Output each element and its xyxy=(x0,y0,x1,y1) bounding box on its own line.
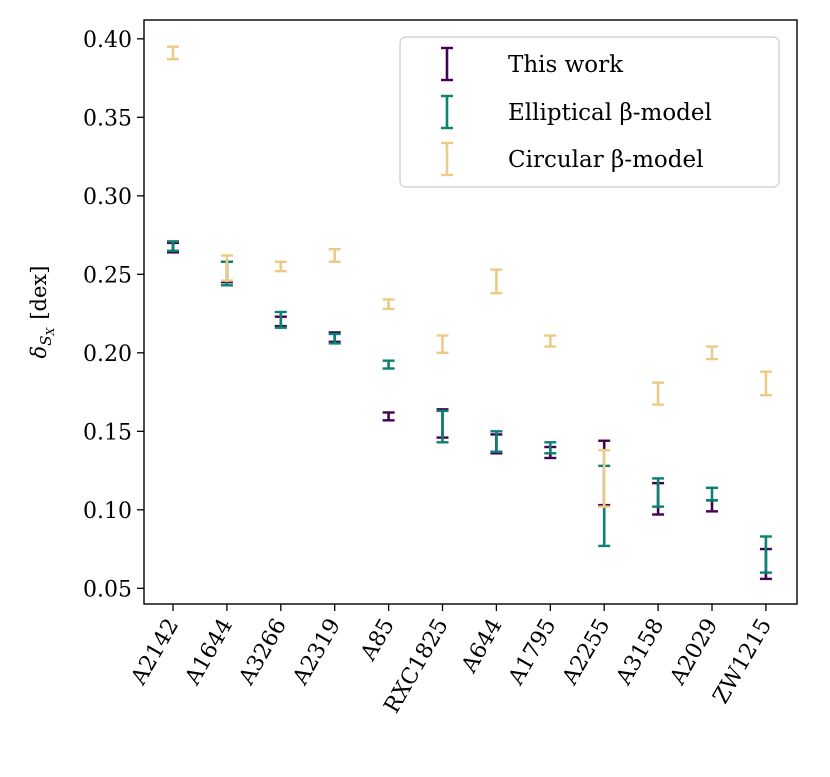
errorbar-point xyxy=(382,411,395,422)
errorbar-point xyxy=(652,381,665,406)
y-tick-label: 0.15 xyxy=(83,420,132,445)
errorbar-point xyxy=(167,45,179,61)
y-tick-label: 0.30 xyxy=(83,185,132,210)
x-tick-label: A2319 xyxy=(288,615,346,691)
x-tick-label: A3266 xyxy=(234,615,292,691)
errorbar-point xyxy=(490,430,503,453)
errorbar-point xyxy=(544,334,557,348)
legend-entry: This work xyxy=(441,46,624,82)
errorbar-point xyxy=(328,248,341,263)
series-3-errorbars xyxy=(167,45,772,508)
x-tick-label: A2029 xyxy=(665,615,723,691)
errorbar-point xyxy=(328,332,341,345)
series-1-errorbars xyxy=(167,241,772,581)
errorbar-point xyxy=(759,370,772,397)
errorbar-point xyxy=(382,359,395,370)
legend-label: This work xyxy=(508,52,624,78)
y-tick-label: 0.35 xyxy=(83,106,132,131)
x-tick-label: A2255 xyxy=(557,615,615,691)
errorbar-point xyxy=(382,298,395,311)
errorbar-point xyxy=(759,535,772,574)
errorbar-point xyxy=(220,254,233,282)
x-tick-label: A644 xyxy=(457,615,508,679)
errorbar-point xyxy=(706,345,718,361)
y-tick-label: 0.20 xyxy=(83,342,132,367)
legend-box xyxy=(399,36,780,188)
y-axis-title-symbol: δ xyxy=(27,346,51,359)
errorbar-point xyxy=(544,441,557,455)
errorbar-point xyxy=(706,499,718,513)
y-tick-label: 0.40 xyxy=(83,28,132,53)
x-tick-label: A85 xyxy=(356,615,400,666)
errorbar-point xyxy=(652,477,665,508)
errorbar-point xyxy=(490,268,503,295)
errorbar-point xyxy=(598,448,611,508)
y-axis-title-unit: [dex] xyxy=(27,266,51,320)
plot-frame xyxy=(143,19,798,605)
legend-label: Elliptical β-model xyxy=(508,100,712,126)
y-tick-label: 0.05 xyxy=(83,577,132,602)
errorbar-point xyxy=(167,240,179,252)
x-tick-label: A1644 xyxy=(180,615,238,691)
legend-entry: Circular β-model xyxy=(441,141,703,177)
series-2-errorbars xyxy=(167,240,772,574)
y-axis-title-subsubscript: X xyxy=(44,327,57,337)
errorbar-point xyxy=(274,310,287,329)
legend: This work Elliptical β-model Circular β-mo… xyxy=(399,36,780,188)
x-tick-label: A2142 xyxy=(126,615,184,691)
errorbar-point xyxy=(274,260,287,273)
x-tick-label: A3158 xyxy=(611,615,669,691)
y-axis-title: δSX [dex] xyxy=(27,266,57,359)
legend-entry: Elliptical β-model xyxy=(441,94,712,130)
errorbar-point xyxy=(436,334,449,355)
plot-area-points xyxy=(167,45,772,581)
errorbar-point xyxy=(706,486,718,502)
x-tick-label: A1795 xyxy=(503,615,561,691)
y-tick-label: 0.25 xyxy=(83,263,132,288)
y-axis-title-subscript: S xyxy=(37,336,55,346)
errorbar-point xyxy=(436,409,449,444)
legend-label: Circular β-model xyxy=(508,147,703,173)
y-axis-ticks: 0.05 0.10 0.15 0.20 0.25 0.30 0.35 0.40 xyxy=(83,28,144,602)
y-tick-label: 0.10 xyxy=(83,499,132,524)
